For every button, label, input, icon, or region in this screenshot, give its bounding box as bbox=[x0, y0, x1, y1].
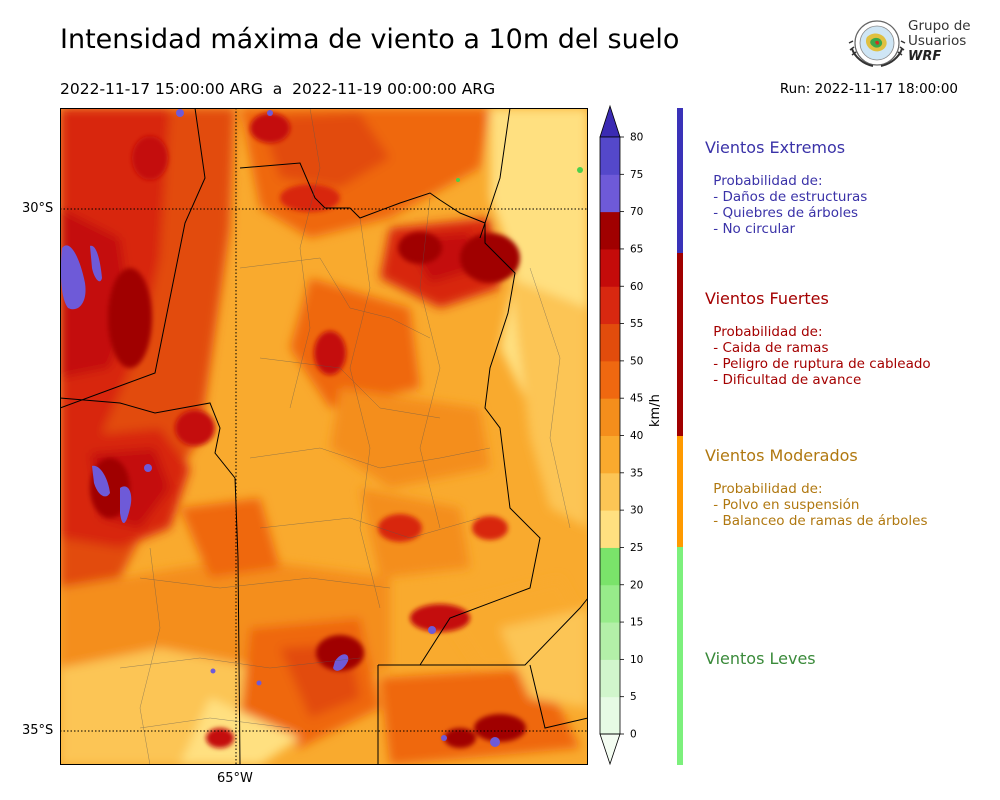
colorbar-tick-label: 45 bbox=[630, 393, 643, 405]
colorbar-tick-label: 20 bbox=[630, 579, 643, 591]
logo-line-1: Grupo de bbox=[908, 18, 971, 34]
colorbar-tick-label: 70 bbox=[630, 206, 643, 218]
province-borders bbox=[60, 108, 588, 765]
colorbar-segment bbox=[600, 584, 620, 623]
small-green-patches bbox=[456, 167, 583, 182]
legend-extremos: Vientos Extremos Probabilidad de: - Daño… bbox=[705, 138, 867, 237]
colorbar-segment bbox=[600, 622, 620, 660]
legend-bar-moderados bbox=[677, 436, 683, 547]
legend-line: - Quiebres de árboles bbox=[709, 205, 859, 221]
colorbar-tick-label: 50 bbox=[630, 355, 643, 367]
colorbar-tick-label: 25 bbox=[630, 542, 643, 554]
wrf-logo-icon bbox=[848, 20, 906, 67]
lat-label-30s: 30°S bbox=[22, 201, 54, 216]
logo-line-3: WRF bbox=[908, 49, 942, 64]
legend-line: - Daños de estructuras bbox=[709, 189, 868, 205]
legend-category-bar bbox=[677, 108, 683, 765]
colorbar-tick-label: 65 bbox=[630, 243, 643, 255]
colorbar-unit-label: km/h bbox=[648, 394, 663, 427]
legend-title-moderados: Vientos Moderados bbox=[705, 446, 858, 465]
colorbar-segment bbox=[600, 398, 620, 436]
legend-line: - Peligro de ruptura de cableado bbox=[709, 356, 931, 372]
legend-moderados: Vientos Moderados Probabilidad de: - Pol… bbox=[705, 446, 928, 529]
time-end: 2022-11-19 00:00:00 ARG bbox=[292, 80, 496, 98]
colorbar-tick-label: 10 bbox=[630, 654, 643, 666]
colorbar-segment bbox=[600, 472, 620, 511]
colorbar-tick-label: 80 bbox=[630, 132, 643, 144]
legend-line: - Polvo en suspensión bbox=[709, 497, 860, 513]
colorbar-segment bbox=[600, 547, 620, 586]
legend-line: Probabilidad de: bbox=[709, 173, 823, 189]
graticule bbox=[60, 108, 588, 765]
colorbar-tick-label: 60 bbox=[630, 281, 643, 293]
colorbar-tick-label: 0 bbox=[630, 729, 637, 741]
colorbar-tick-label: 75 bbox=[630, 169, 643, 181]
colorbar-tick-label: 40 bbox=[630, 430, 643, 442]
legend-line: Probabilidad de: bbox=[709, 324, 823, 340]
legend-line: - Dificultad de avance bbox=[709, 372, 862, 388]
colorbar-segment bbox=[600, 435, 620, 474]
legend-title-fuertes: Vientos Fuertes bbox=[705, 289, 829, 308]
legend-line: - Balanceo de ramas de árboles bbox=[709, 513, 928, 529]
time-start: 2022-11-17 15:00:00 ARG bbox=[60, 80, 263, 98]
time-separator: a bbox=[272, 80, 283, 98]
colorbar-segment bbox=[600, 510, 620, 548]
colorbar-segment bbox=[600, 137, 620, 175]
extreme-cells bbox=[60, 109, 500, 747]
colorbar-tick-label: 55 bbox=[630, 318, 643, 330]
colorbar-segment bbox=[600, 286, 620, 325]
colorbar-segment bbox=[600, 174, 620, 213]
logo-text: Grupo de Usuarios WRF bbox=[908, 18, 971, 65]
wind-field bbox=[60, 108, 588, 765]
lat-label-35s: 35°S bbox=[22, 723, 54, 738]
map-frame bbox=[60, 108, 588, 765]
colorbar-extend-top bbox=[599, 104, 621, 138]
colorbar-tick-label: 15 bbox=[630, 617, 643, 629]
legend-line: - Caida de ramas bbox=[709, 340, 829, 356]
run-timestamp: Run: 2022-11-17 18:00:00 bbox=[779, 81, 958, 97]
department-borders bbox=[119, 108, 571, 765]
time-range: 2022-11-17 15:00:00 ARG a 2022-11-19 00:… bbox=[60, 80, 495, 98]
legend-bar-fuertes bbox=[677, 253, 683, 436]
legend-line: - No circular bbox=[709, 221, 796, 237]
legend-title-extremos: Vientos Extremos bbox=[705, 138, 846, 157]
colorbar-segment bbox=[600, 360, 620, 399]
colorbar-segment bbox=[600, 248, 620, 287]
legend-leves: Vientos Leves bbox=[705, 649, 816, 684]
colorbar-segment bbox=[600, 696, 620, 735]
colorbar-segment bbox=[600, 211, 620, 250]
legend-bar-extremos bbox=[677, 108, 683, 253]
colorbar-extend-bottom bbox=[599, 733, 621, 766]
legend-line: Probabilidad de: bbox=[709, 481, 823, 497]
logo-line-2: Usuarios bbox=[908, 33, 967, 49]
colorbar: 0 5 10 15 20 25 30 35 40 45 50 55 60 65 70 75 80 bbox=[599, 104, 643, 766]
chart-title: Intensidad máxima de viento a 10m del su… bbox=[60, 24, 680, 55]
colorbar-segment bbox=[600, 323, 620, 362]
colorbar-segment bbox=[600, 659, 620, 698]
colorbar-tick-label: 30 bbox=[630, 505, 643, 517]
colorbar-tick-label: 35 bbox=[630, 467, 643, 479]
legend-bar-leves bbox=[677, 547, 683, 765]
legend-fuertes: Vientos Fuertes Probabilidad de: - Caida… bbox=[705, 289, 931, 388]
wind-map bbox=[60, 108, 588, 765]
legend-title-leves: Vientos Leves bbox=[705, 649, 816, 668]
colorbar-tick-label: 5 bbox=[630, 691, 637, 703]
lon-label-65w: 65°W bbox=[217, 771, 253, 786]
